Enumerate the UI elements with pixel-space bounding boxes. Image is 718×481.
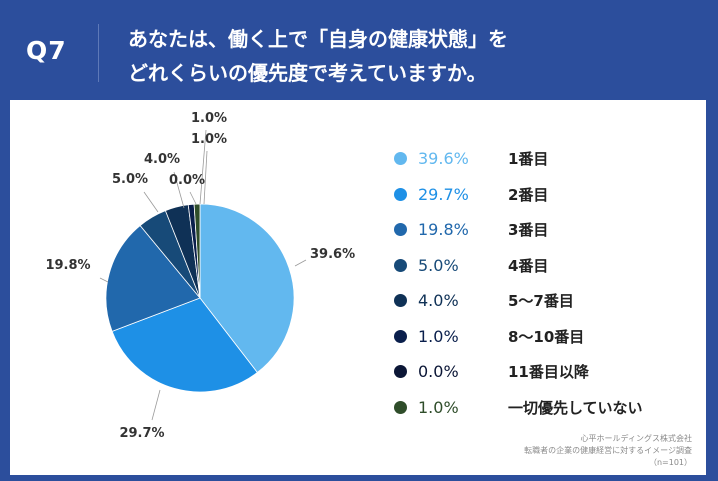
legend-dot-icon (394, 258, 407, 272)
slice-label-1: 39.6% (310, 247, 355, 262)
slice-label-2: 29.7% (119, 426, 164, 441)
legend-value: 19.8% (418, 220, 469, 239)
legend-value: 39.6% (418, 149, 469, 168)
legend-item-7: 0.0% 11番目以降 (394, 361, 694, 383)
slice-label-3: 19.8% (45, 258, 90, 273)
legend-item-1: 39.6% 1番目 (394, 148, 694, 170)
legend-value: 1.0% (418, 397, 459, 417)
legend-label: 2番目 (508, 185, 549, 204)
question-number: Q7 (26, 36, 67, 65)
pie-slice-3 (105, 224, 201, 332)
legend-dot-icon (394, 152, 407, 165)
legend-item-3: 19.8% 3番目 (394, 219, 694, 241)
leader-line-8 (203, 150, 208, 205)
legend-label: 4番目 (508, 256, 549, 275)
slice-label-6: 1.0% (191, 111, 227, 126)
legend-label: 5〜7番目 (508, 292, 574, 310)
legend-label: 11番目以降 (508, 363, 589, 381)
leader-line-7 (189, 191, 197, 205)
question-text: あなたは、働く上で「自身の健康状態」を どれくらいの優先度で考えていますか。 (128, 22, 508, 90)
header-divider (98, 24, 99, 82)
leader-line-4 (143, 191, 159, 213)
legend-dot-icon (394, 294, 407, 307)
legend-item-6: 1.0% 8〜10番目 (394, 326, 694, 348)
legend-label: 3番目 (508, 221, 549, 239)
legend-value: 1.0% (418, 326, 459, 346)
pie-slice-8 (193, 203, 201, 299)
slice-label-8: 1.0% (191, 132, 227, 147)
legend-label: 一切優先していない (508, 398, 643, 417)
question-header: Q7 あなたは、働く上で「自身の健康状態」を どれくらいの優先度で考えていますか… (0, 0, 718, 100)
leader-line-1 (294, 259, 307, 267)
legend-dot-icon (394, 400, 407, 414)
legend-item-2: 29.7% 2番目 (394, 184, 694, 206)
slice-label-5: 4.0% (144, 152, 180, 167)
question-line-1: あなたは、働く上で「自身の健康状態」を (128, 27, 508, 51)
legend-value: 5.0% (418, 255, 459, 275)
legend-item-8: 1.0% 一切優先していない (394, 397, 694, 419)
legend-dot-icon (394, 223, 407, 236)
leader-line-6 (199, 129, 207, 205)
source-survey: 転職者の企業の健康経営に対するイメージ調査 (524, 446, 692, 455)
source-note: 心平ホールディングス株式会社 転職者の企業の健康経営に対するイメージ調査 （n=… (524, 433, 692, 469)
pie-slice-1 (199, 203, 295, 374)
legend-label: 1番目 (508, 150, 549, 168)
legend-dot-icon (394, 187, 407, 201)
chart-panel: 39.6% 29.7% 19.8% 5.0% 4.0% 1.0% 0.0% 1.0% 39.6… (10, 100, 706, 475)
legend-item-5: 4.0% 5〜7番目 (394, 290, 694, 312)
legend-label: 8〜10番目 (508, 327, 585, 346)
leader-line-3 (99, 277, 109, 283)
pie-chart: 39.6% 29.7% 19.8% 5.0% 4.0% 1.0% 0.0% 1.0% (45, 111, 355, 441)
leader-line-2 (151, 389, 161, 421)
slice-label-7: 0.0% (169, 173, 205, 188)
source-company: 心平ホールディングス株式会社 (580, 434, 692, 443)
pie-slice-2 (111, 297, 258, 393)
legend-dot-icon (394, 365, 407, 378)
legend-dot-icon (394, 329, 407, 343)
source-sample-size: （n=101） (648, 458, 692, 467)
legend-item-4: 5.0% 4番目 (394, 255, 694, 277)
leader-line-5 (173, 171, 185, 209)
legend-value: 4.0% (418, 291, 459, 310)
slice-label-4: 5.0% (112, 172, 148, 187)
legend-value: 29.7% (418, 184, 469, 204)
question-line-2: どれくらいの優先度で考えていますか。 (128, 61, 487, 85)
legend-value: 0.0% (418, 362, 459, 381)
